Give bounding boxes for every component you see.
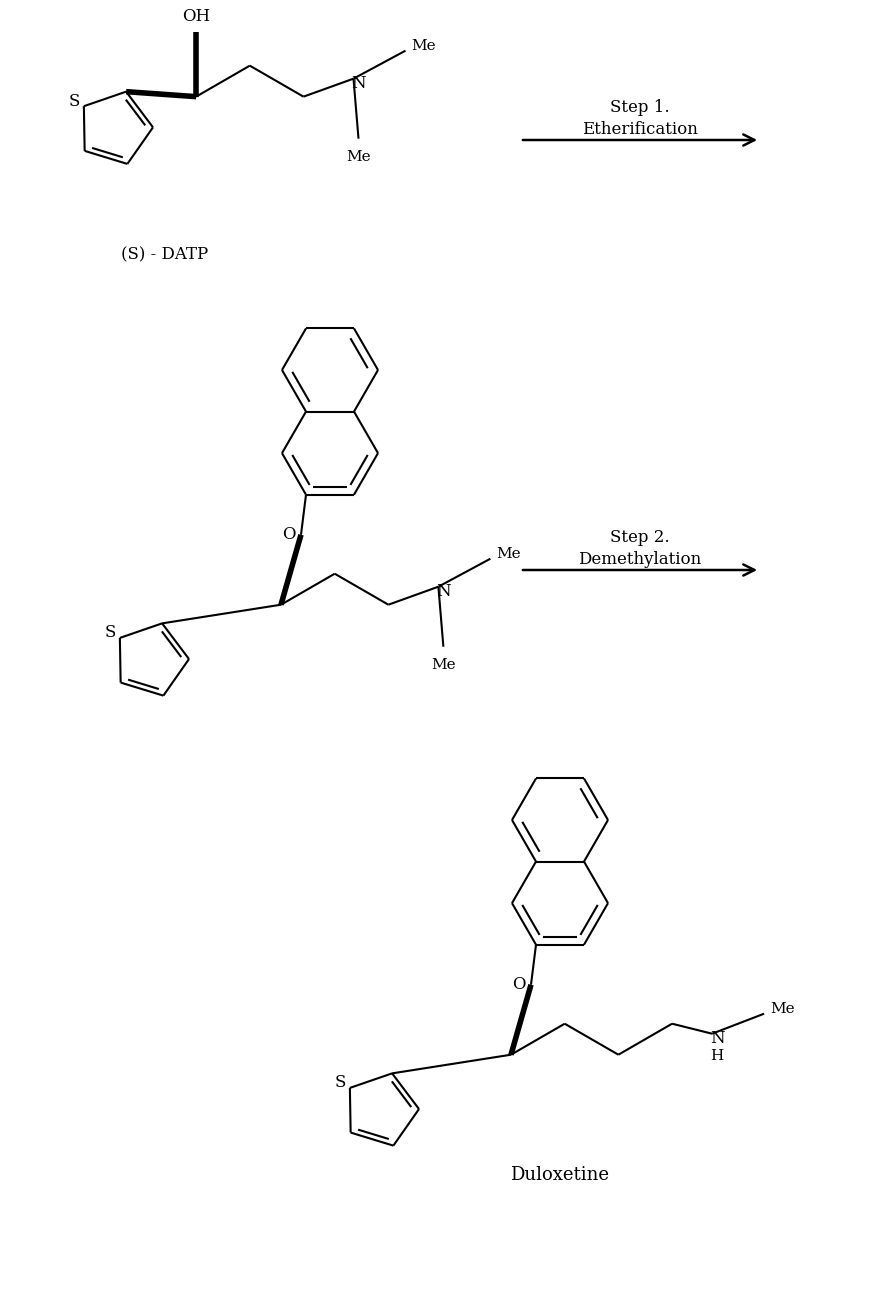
Text: Me: Me xyxy=(346,150,371,164)
Text: Duloxetine: Duloxetine xyxy=(511,1166,609,1184)
Text: Step 2.: Step 2. xyxy=(610,529,670,546)
Text: Me: Me xyxy=(411,39,435,52)
Text: OH: OH xyxy=(182,8,211,25)
Text: Me: Me xyxy=(496,546,521,561)
Text: S: S xyxy=(104,625,116,642)
Text: N: N xyxy=(436,583,451,600)
Text: Me: Me xyxy=(431,657,456,672)
Text: (S) - DATP: (S) - DATP xyxy=(121,246,209,263)
Text: S: S xyxy=(68,93,80,110)
Text: N: N xyxy=(351,76,366,93)
Text: Etherification: Etherification xyxy=(582,121,698,138)
Text: Demethylation: Demethylation xyxy=(579,552,702,569)
Text: Step 1.: Step 1. xyxy=(610,99,670,116)
Text: O: O xyxy=(513,977,526,994)
Text: Me: Me xyxy=(770,1001,795,1016)
Text: N: N xyxy=(710,1030,724,1047)
Text: S: S xyxy=(334,1074,346,1091)
Text: H: H xyxy=(711,1048,724,1063)
Text: O: O xyxy=(282,527,296,544)
